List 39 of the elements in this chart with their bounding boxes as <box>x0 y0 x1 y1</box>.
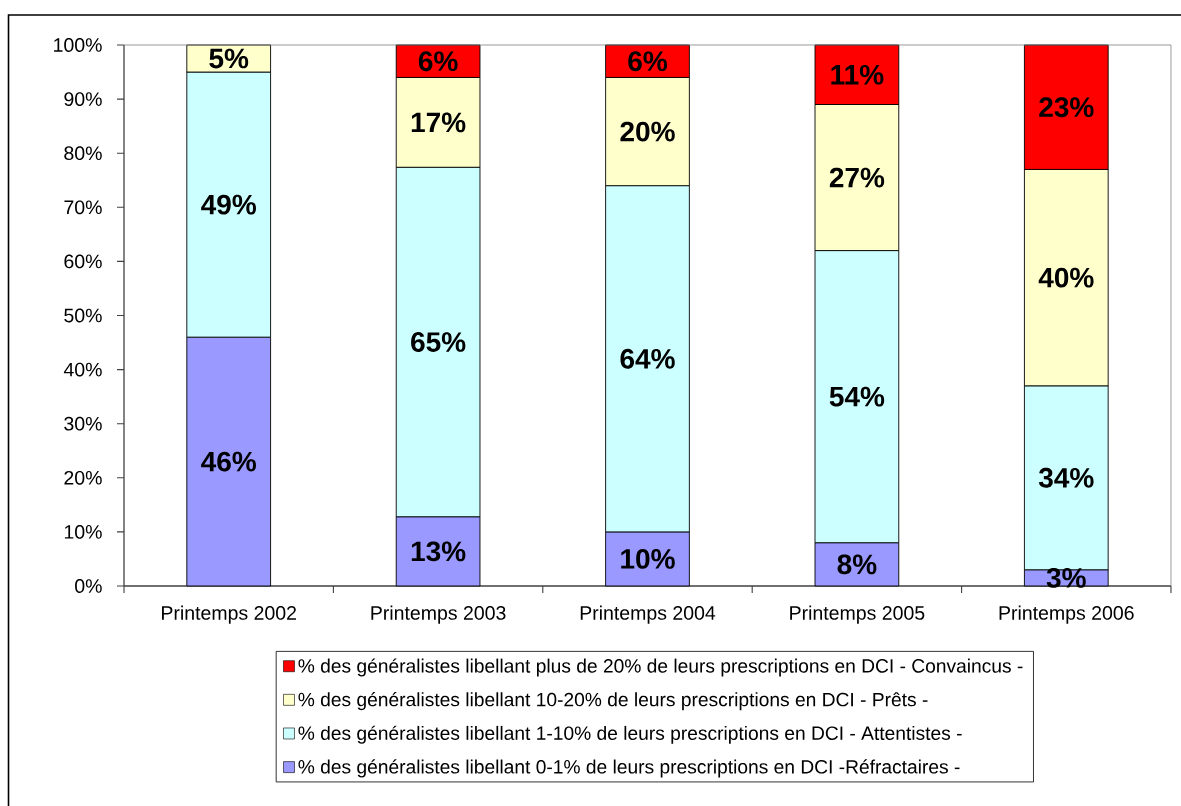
x-tick-label: Printemps 2002 <box>162 605 296 624</box>
legend-label: % des généralistes libellant 0-1% de leurs prescriptions en DCI -Réfractaires - <box>298 759 960 778</box>
y-tick-label: 90% <box>64 92 102 106</box>
legend-label: % des généralistes libellant plus de 20% de leurs prescriptions en DCI - Convaincus - <box>298 658 1023 677</box>
data-label: 64% <box>620 348 675 369</box>
data-label: 13% <box>411 541 466 562</box>
y-tick-label: 20% <box>64 470 102 485</box>
data-label: 8% <box>837 554 877 575</box>
data-label: 6% <box>418 51 458 72</box>
data-label: 6% <box>628 51 667 72</box>
data-label: 5% <box>209 48 249 69</box>
data-label: 49% <box>201 194 256 215</box>
data-label: 3% <box>1046 567 1086 588</box>
data-label: 10% <box>621 549 675 569</box>
data-label: 11% <box>831 64 884 85</box>
data-label: 20% <box>620 121 675 142</box>
y-tick-label: 40% <box>63 362 102 377</box>
x-tick-label: Printemps 2003 <box>371 605 506 624</box>
data-label: 17% <box>411 112 466 133</box>
y-tick-label: 100% <box>54 38 102 52</box>
y-tick-label: 10% <box>64 524 102 539</box>
legend-label: % des généralistes libellant 10-20% de leurs prescriptions en DCI - Prêts - <box>298 692 928 711</box>
data-label: 65% <box>411 332 466 352</box>
data-label: 46% <box>201 451 256 472</box>
data-label: 34% <box>1038 467 1094 488</box>
x-tick-label: Printemps 2004 <box>580 605 716 624</box>
data-label: 27% <box>829 167 885 188</box>
y-tick-label: 60% <box>64 254 102 269</box>
x-tick-label: Printemps 2005 <box>790 605 925 624</box>
legend-label: % des généralistes libellant 1-10% de leurs prescriptions en DCI - Attentistes - <box>298 725 962 744</box>
data-label: 23% <box>1039 97 1094 118</box>
data-label: 40% <box>1038 267 1094 288</box>
data-label: 54% <box>829 386 885 407</box>
y-tick-label: 50% <box>64 308 102 323</box>
y-tick-label: 70% <box>64 200 102 215</box>
y-tick-label: 30% <box>64 416 102 431</box>
y-tick-label: 80% <box>64 146 102 161</box>
x-tick-label: Printemps 2006 <box>999 605 1134 624</box>
y-tick-label: 0% <box>75 579 102 593</box>
